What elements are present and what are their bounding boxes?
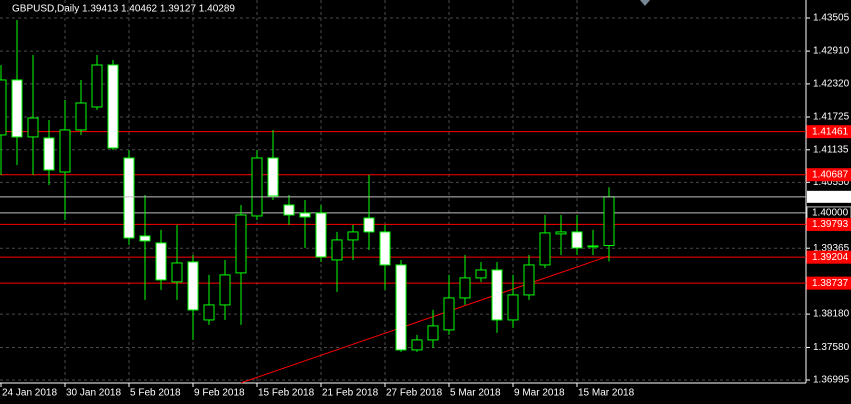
level-label: 1.38737: [812, 278, 849, 289]
level-tag: [806, 250, 851, 264]
x-tick-label: 27 Feb 2018: [386, 388, 443, 399]
y-tick-label: 1.40550: [813, 177, 850, 188]
candle-body: [91, 64, 103, 108]
level-tag: [806, 125, 851, 139]
candle-body: [299, 212, 311, 218]
candle-body: [459, 277, 471, 299]
candle-body: [139, 235, 151, 242]
level-label: 1.40687: [812, 169, 849, 180]
y-tick-label: 1.36995: [813, 375, 850, 386]
candle-body: [123, 157, 135, 239]
x-tick-label: 9 Feb 2018: [194, 388, 245, 399]
candle-body: [331, 239, 343, 261]
candle-body: [443, 297, 455, 331]
candle-body: [235, 214, 247, 274]
y-tick-label: 1.42320: [813, 79, 850, 90]
level-tag: [806, 168, 851, 182]
candle-body: [507, 294, 519, 321]
candle-body: [347, 231, 359, 241]
x-tick-label: 5 Mar 2018: [450, 388, 501, 399]
candle-body: [315, 212, 327, 258]
y-tick-label: 1.41135: [813, 144, 849, 155]
x-tick-label: 5 Feb 2018: [130, 388, 181, 399]
candle-body: [155, 242, 167, 281]
candle-body: [555, 231, 567, 235]
level-label: 1.39793: [812, 219, 849, 230]
x-tick-label: 30 Jan 2018: [66, 388, 121, 399]
candle-body: [27, 117, 39, 138]
candle-body: [491, 269, 503, 321]
y-tick-label: 1.38180: [813, 309, 850, 320]
level-label: 1.40000: [812, 208, 849, 219]
y-tick-label: 1.43505: [813, 13, 850, 24]
candle-body: [267, 157, 279, 197]
x-tick-label: 9 Mar 2018: [514, 388, 565, 399]
y-tick-label: 1.41725: [813, 112, 850, 123]
candle-body: [0, 79, 7, 136]
level-tag: [806, 217, 851, 231]
candle-body: [587, 245, 599, 248]
candle-body: [411, 339, 423, 351]
candle-body: [603, 196, 615, 247]
candle-body: [251, 157, 263, 217]
y-tick-label: 1.39365: [813, 243, 850, 254]
candle-body: [219, 274, 231, 306]
x-tick-label: 24 Jan 2018: [2, 388, 57, 399]
chart-title: GBPUSD,Daily 1.39413 1.40462 1.39127 1.4…: [12, 4, 235, 15]
y-tick-label: 1.42910: [813, 46, 850, 57]
candle-body: [427, 325, 439, 341]
y-tick-label: 1.37580: [813, 342, 850, 353]
candle-body: [43, 137, 55, 171]
candle-body: [59, 129, 71, 173]
candle-body: [171, 262, 183, 283]
shift-marker: [640, 0, 650, 6]
candle-body: [571, 231, 583, 249]
x-tick-label: 15 Mar 2018: [578, 388, 635, 399]
candle-body: [187, 261, 199, 311]
candle-body: [523, 264, 535, 296]
candle-body: [379, 231, 391, 266]
candle-body: [203, 304, 215, 321]
x-tick-label: 21 Feb 2018: [322, 388, 379, 399]
candle-body: [283, 204, 295, 216]
candle-body: [107, 64, 119, 149]
candle-body: [539, 232, 551, 266]
x-tick-label: 15 Feb 2018: [258, 388, 315, 399]
candle-body: [395, 264, 407, 351]
candle-body: [475, 269, 487, 279]
candle-body: [363, 217, 375, 233]
candle-body: [11, 79, 23, 138]
bid-label: 1.40289: [812, 191, 849, 202]
trendline: [240, 255, 610, 384]
candle-body: [75, 102, 87, 131]
level-tag: [806, 276, 851, 290]
level-label: 1.39204: [812, 252, 849, 263]
level-label: 1.41461: [812, 126, 849, 137]
bid-tag: [807, 190, 851, 203]
